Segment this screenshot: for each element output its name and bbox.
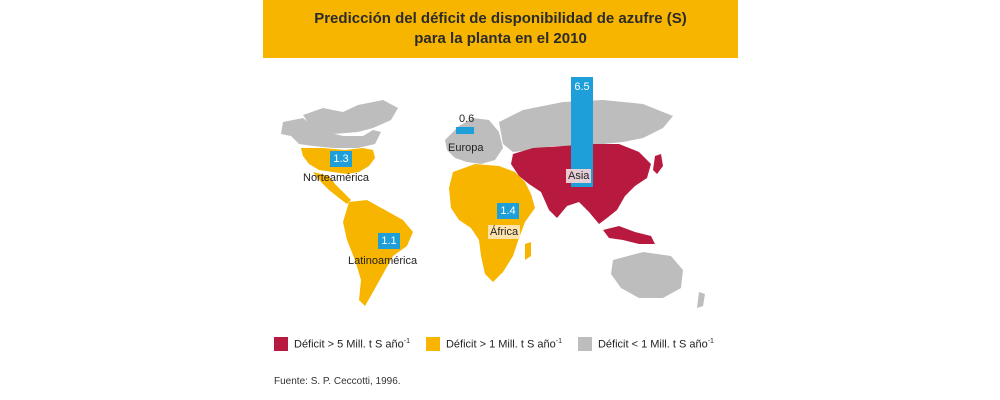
legend-swatch-medium <box>425 337 440 351</box>
legend-label-medium: Déficit > 1 Mill. t S año-1 <box>445 337 562 351</box>
legend-label-low: Déficit < 1 Mill. t S año-1 <box>597 337 714 351</box>
map-region-new-zealand <box>697 292 705 308</box>
title-line-1: Predicción del déficit de disponibilidad… <box>314 10 687 27</box>
label-europe: Europa <box>448 142 484 154</box>
map-region-australia <box>611 252 683 298</box>
legend-item-high: Déficit > 5 Mill. t S año-1 <box>274 337 410 351</box>
legend-swatch-low <box>577 337 592 351</box>
label-africa: África <box>488 225 521 239</box>
label-latin-america: Latinoamérica <box>348 255 418 267</box>
title-line-2: para la planta en el 2010 <box>414 30 587 47</box>
value-box-europe <box>456 127 474 134</box>
value-north-america: 1.3 <box>333 153 349 165</box>
legend-label-high: Déficit > 5 Mill. t S año-1 <box>294 337 410 351</box>
value-box-africa: 1.4 <box>497 203 519 219</box>
map-region-africa <box>449 164 535 282</box>
map-region-central-america <box>313 172 351 204</box>
map-region-japan <box>653 154 663 174</box>
legend-item-medium: Déficit > 1 Mill. t S año-1 <box>425 337 562 351</box>
map-region-greenland <box>303 100 398 134</box>
legend-swatch-high <box>274 337 288 351</box>
value-box-north-america: 1.3 <box>330 151 352 167</box>
legend: Déficit > 5 Mill. t S año-1 Déficit > 1 … <box>274 337 714 351</box>
value-latin-america: 1.1 <box>381 235 397 247</box>
map-region-se-asia <box>603 226 655 244</box>
legend-item-low: Déficit < 1 Mill. t S año-1 <box>577 337 714 351</box>
map-region-latin-america <box>343 200 413 306</box>
map-region-madagascar <box>525 242 531 260</box>
value-africa: 1.4 <box>500 205 516 217</box>
value-box-asia: 6.5 <box>571 77 593 187</box>
value-box-latin-america: 1.1 <box>378 233 400 249</box>
source-note: Fuente: S. P. Ceccotti, 1996. <box>274 376 401 387</box>
world-map <box>281 100 705 308</box>
label-north-america: Norteamérica <box>303 172 370 184</box>
label-asia: Asia <box>566 169 592 183</box>
value-europe: 0.6 <box>459 113 475 125</box>
map-region-canada-alaska <box>281 118 381 148</box>
value-asia: 6.5 <box>574 81 590 93</box>
title-banner: Predicción del déficit de disponibilidad… <box>263 0 738 58</box>
